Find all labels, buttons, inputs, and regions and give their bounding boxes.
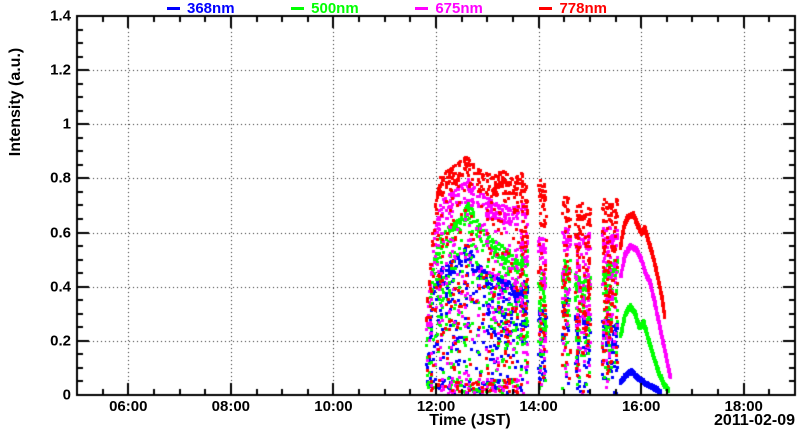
x-tick-label: 12:00 [416,398,456,415]
y-tick-label: 0.4 [50,278,71,296]
x-tick-label: 08:00 [211,398,251,415]
x-axis-title: Time (JST) [429,412,511,429]
y-tick-label: 1.2 [50,61,71,79]
x-tick-label: 14:00 [519,398,558,415]
x-tick-label: 10:00 [314,398,353,415]
legend-label: 500nm [311,0,359,17]
x-tick-label: 06:00 [109,398,148,415]
legend-marker-icon [167,7,180,10]
legend-marker-icon [291,7,305,10]
y-tick-label: 0 [62,386,71,404]
legend-item-675nm: 675nm [415,1,483,16]
legend-marker-icon [415,7,429,10]
y-tick-label: 0.2 [50,332,71,350]
y-tick-label: 0.8 [50,169,71,187]
y-tick-label: 1.4 [50,7,71,25]
y-tick-label: 0.6 [50,224,71,242]
legend-item-500nm: 500nm [291,1,359,16]
legend-label: 368nm [187,0,235,17]
legend: 368nm 500nm 675nm 778nm [167,1,607,16]
legend-label: 778nm [559,0,607,17]
legend-item-368nm: 368nm [167,1,235,16]
x-tick-label: 18:00 [724,398,763,415]
x-tick-label: 16:00 [621,398,661,415]
y-tick-label: 1 [62,115,71,133]
date-label: 2011-02-09 [714,412,795,429]
legend-marker-icon [539,7,553,10]
legend-label: 675nm [435,0,483,17]
legend-item-778nm: 778nm [539,1,607,16]
